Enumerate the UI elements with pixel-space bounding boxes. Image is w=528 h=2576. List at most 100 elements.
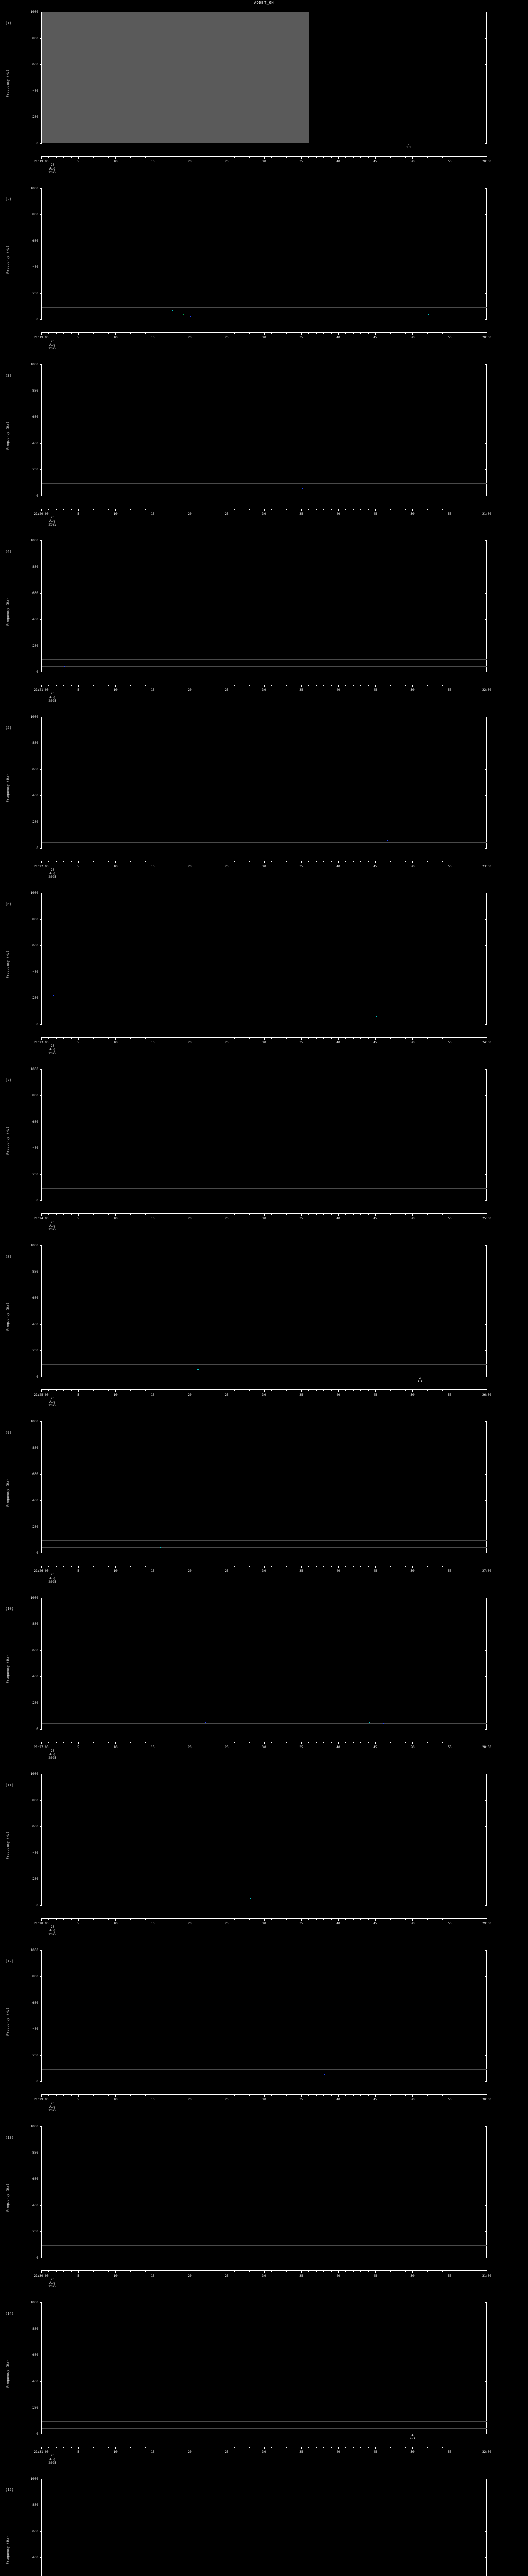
plot-area[interactable] (40, 2479, 487, 2576)
time-axis-tick (264, 509, 265, 511)
y-axis-tick-label: 200 (32, 1701, 38, 1705)
time-axis-tick-label: 55 (448, 2450, 452, 2454)
time-axis-tick (78, 861, 79, 863)
time-axis-tick-label: 45 (373, 2098, 377, 2102)
time-axis-tick (308, 332, 309, 334)
time-axis-tick-label: 40 (336, 2274, 340, 2278)
time-axis-tick (93, 1213, 94, 1215)
panel-number: (9) (5, 1431, 12, 1435)
plot-area[interactable] (40, 188, 487, 320)
time-axis-tick-label: 25 (225, 512, 229, 516)
y-axis-tick-right (485, 64, 487, 65)
guide-line (42, 1540, 487, 1541)
time-axis-tick (41, 1213, 42, 1216)
time-axis-tick (353, 1566, 354, 1567)
plot-area[interactable] (40, 1245, 487, 1377)
time-axis-tick-label: 10 (113, 1041, 118, 1044)
y-axis-label: Frequency (Hz) (6, 245, 10, 274)
time-axis-tick (301, 509, 302, 511)
time-axis-end-label: 31:00 (482, 2274, 492, 2278)
time-axis-tick-label: 50 (410, 2274, 415, 2278)
time-axis-labels: 21:19:00 5 10 15 20 25 30 35 40 45 50 55 20:00 (34, 336, 491, 341)
plot-area[interactable] (40, 2302, 487, 2434)
date-stack-line: 20 (50, 1749, 55, 1753)
time-axis-tick (368, 332, 369, 334)
y-axis-tick-label: 0 (36, 1023, 38, 1026)
plot-area[interactable] (40, 893, 487, 1025)
time-axis-tick (41, 509, 42, 511)
time-axis-tick (331, 685, 332, 686)
y-axis-tick-label: 800 (32, 2503, 38, 2507)
event-annotation: 4 1.1 (410, 2435, 415, 2440)
y-axis-label: Frequency (Hz) (6, 597, 10, 626)
time-axis-tick (323, 2094, 324, 2096)
time-axis-tick (375, 1389, 376, 1392)
y-axis-label: Frequency (Hz) (6, 773, 10, 802)
time-axis-tick (331, 1389, 332, 1391)
time-axis-tick (145, 1566, 146, 1567)
y-axis-tick-label: 200 (32, 2406, 38, 2410)
time-axis-tick-label: 50 (410, 336, 415, 340)
time-axis-tick (234, 2447, 235, 2448)
y-axis-tick-right (485, 1650, 487, 1651)
plot-area[interactable] (40, 2126, 487, 2258)
time-axis-tick (368, 509, 369, 510)
time-axis-tick (345, 509, 346, 510)
date-stack-line: 20 (50, 868, 55, 872)
time-axis-tick-label: 10 (113, 688, 118, 692)
time-axis-tick (405, 332, 406, 334)
y-axis-tick-label: 1000 (30, 2301, 38, 2304)
time-axis-tick (331, 1566, 332, 1567)
time-axis-tick (345, 1742, 346, 1743)
time-axis-tick (331, 861, 332, 862)
y-axis-tick-label: 1000 (30, 891, 38, 895)
time-axis-tick-label: 15 (151, 2450, 155, 2454)
time-axis-tick (264, 2270, 265, 2273)
time-axis-tick-label: 20 (188, 865, 192, 868)
plot-area[interactable] (40, 717, 487, 849)
plot-area[interactable] (40, 1950, 487, 2082)
time-axis-tick (390, 2270, 391, 2272)
time-axis-tick-label: 35 (299, 336, 303, 340)
date-stack-line: Aug (50, 167, 56, 171)
time-axis (41, 509, 487, 511)
event-annotation: 4 1.1 (418, 1378, 422, 1383)
time-axis-start-label: 21:28:00 (34, 1922, 49, 1925)
time-axis-tick (93, 1389, 94, 1391)
y-axis-tick-label: 600 (32, 944, 38, 947)
time-axis-tick (338, 1918, 339, 1921)
date-stack-line: 20 (50, 1044, 55, 1048)
date-stack-line: 20 (50, 340, 55, 343)
y-axis-tick-right (485, 795, 487, 796)
plot-area[interactable] (40, 364, 487, 496)
y-axis-tick (40, 1069, 42, 1070)
time-axis-tick (375, 156, 376, 159)
time-axis-tick (442, 1918, 443, 1920)
time-axis-tick (360, 685, 361, 686)
time-axis-tick (249, 1566, 250, 1567)
plot-area[interactable] (40, 1598, 487, 1730)
time-axis-tick (145, 1389, 146, 1391)
y-axis-tick (40, 38, 42, 39)
y-axis-tick-right (485, 1245, 487, 1246)
time-axis-tick (71, 1037, 72, 1039)
time-axis-tick (368, 1918, 369, 1920)
plot-area[interactable] (40, 540, 487, 672)
y-axis-label: Frequency (Hz) (6, 2007, 10, 2036)
time-axis-tick-label: 30 (262, 688, 266, 692)
time-axis-tick-label: 35 (299, 1041, 303, 1044)
y-axis-tick (40, 469, 42, 470)
plot-area[interactable] (40, 1421, 487, 1553)
plot-right-border (486, 1950, 487, 2081)
time-axis-tick (338, 1566, 339, 1568)
time-axis-tick-label: 35 (299, 2098, 303, 2102)
plot-area[interactable] (40, 1774, 487, 1906)
plot-area[interactable] (40, 1069, 487, 1201)
time-axis-tick (427, 1389, 428, 1391)
plot-area[interactable] (40, 12, 487, 144)
time-axis-tick (63, 1037, 64, 1039)
y-axis-tick-label: 800 (32, 2327, 38, 2331)
time-axis-tick (108, 1213, 109, 1215)
time-axis-labels: 21:25:00 5 10 15 20 25 30 35 40 45 50 55 26:00 (34, 1393, 491, 1398)
time-axis-tick-label: 45 (373, 1922, 377, 1925)
